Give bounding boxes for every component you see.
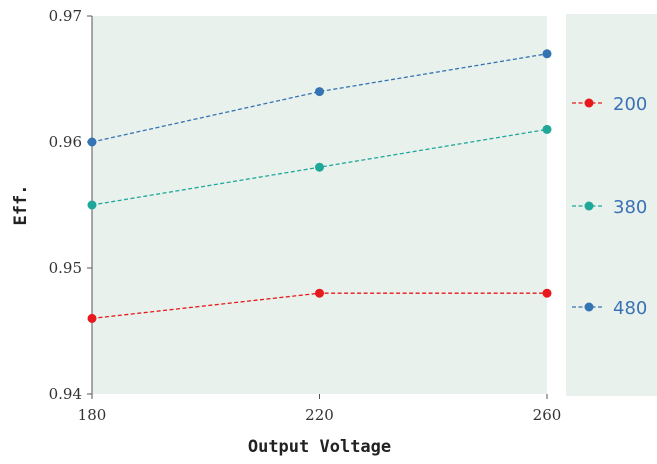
- legend-swatch-marker: [584, 98, 594, 108]
- y-tick-label: 0.95: [49, 259, 82, 277]
- plot-area: [92, 16, 547, 394]
- data-point-480: [315, 87, 324, 97]
- series-layer: [87, 49, 552, 323]
- y-tick-label: 0.96: [49, 133, 82, 151]
- y-axis-ticks: 0.94 0.95 0.96 0.97: [49, 7, 92, 403]
- x-tick-label: 220: [305, 406, 334, 424]
- x-tick-label: 260: [533, 406, 562, 424]
- data-point-200: [87, 313, 97, 323]
- y-tick-label: 0.94: [49, 385, 82, 403]
- x-tick-label: 180: [78, 406, 107, 424]
- legend: 200 380 480: [572, 94, 647, 319]
- legend-item-480: 480: [572, 298, 647, 319]
- series-200: [87, 288, 552, 323]
- data-point-380: [315, 162, 324, 172]
- series-380: [87, 124, 552, 210]
- data-point-200: [542, 288, 552, 298]
- legend-label: 480: [613, 298, 647, 319]
- series-line-480: [91, 53, 548, 143]
- legend-swatch-marker: [584, 302, 594, 312]
- x-axis-ticks: 180 220 260: [78, 394, 562, 424]
- data-point-480: [542, 49, 552, 59]
- data-point-480: [87, 137, 97, 147]
- legend-label: 200: [613, 94, 647, 115]
- legend-panel: [566, 14, 657, 396]
- data-point-200: [315, 288, 324, 298]
- y-tick-label: 0.97: [49, 7, 82, 25]
- legend-item-380: 380: [572, 197, 647, 218]
- series-480: [87, 49, 552, 147]
- legend-item-200: 200: [572, 94, 647, 115]
- y-axis-title: Eff.: [11, 185, 31, 226]
- data-point-380: [87, 200, 97, 210]
- legend-swatch-marker: [584, 201, 594, 211]
- legend-label: 380: [613, 197, 647, 218]
- x-axis-title: Output Voltage: [248, 437, 391, 457]
- data-point-380: [542, 124, 552, 134]
